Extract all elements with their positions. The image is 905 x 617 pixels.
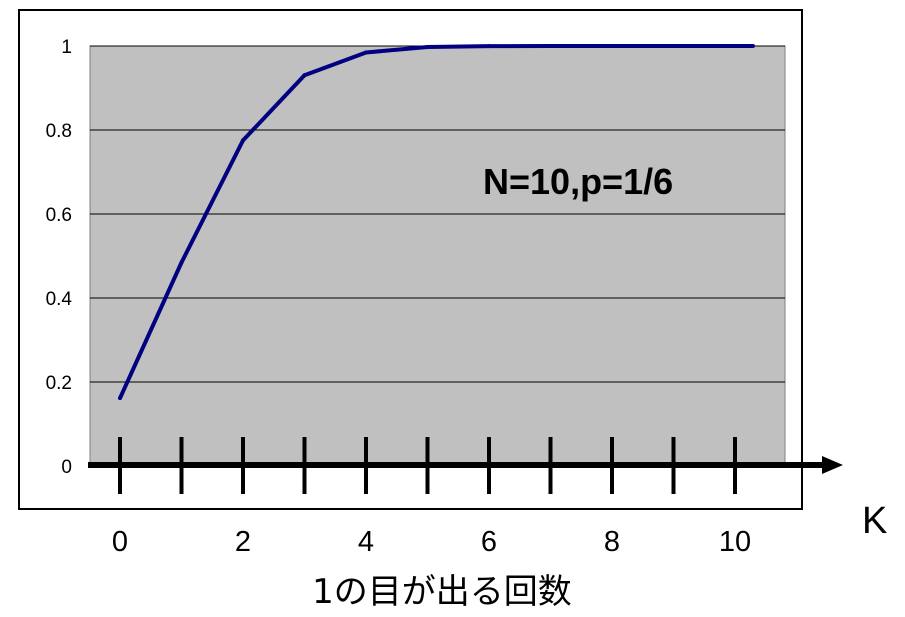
annotation: N=10,p=1/6 <box>483 161 673 202</box>
y-tick-label: 1 <box>61 37 72 58</box>
y-tick-label: 0.6 <box>46 205 72 226</box>
data-point <box>487 44 491 49</box>
data-point <box>610 44 614 48</box>
x-axis-arrowhead <box>822 456 843 474</box>
x-axis-symbol: K <box>862 500 887 542</box>
data-point <box>548 44 553 48</box>
data-point <box>364 50 368 55</box>
y-tick-label: 0.2 <box>46 373 72 394</box>
x-tick-label: 0 <box>112 526 128 558</box>
y-tick-label: 0 <box>61 457 72 478</box>
data-point <box>118 396 122 401</box>
x-tick-label: 4 <box>358 526 374 558</box>
x-axis-markers <box>118 437 737 494</box>
data-point <box>302 73 307 78</box>
data-point <box>671 44 676 48</box>
x-tick-label: 8 <box>604 526 620 558</box>
y-tick-label: 0.8 <box>46 121 72 142</box>
x-tick-label: 10 <box>719 526 751 558</box>
x-axis-title: 1の目が出る回数 <box>312 572 572 612</box>
x-tick-label: 2 <box>235 526 251 558</box>
data-point <box>425 45 430 50</box>
y-tick-labels: 0 0.2 0.4 0.6 0.8 1 <box>46 37 73 478</box>
data-point <box>241 138 245 143</box>
series-points <box>118 44 755 401</box>
x-tick-labels: 0 2 4 6 8 10 <box>112 526 751 558</box>
y-tick-label: 0.4 <box>46 289 73 310</box>
data-point <box>751 44 755 48</box>
x-tick-label: 6 <box>481 526 497 558</box>
plot-area <box>89 45 786 467</box>
data-point <box>179 260 184 265</box>
